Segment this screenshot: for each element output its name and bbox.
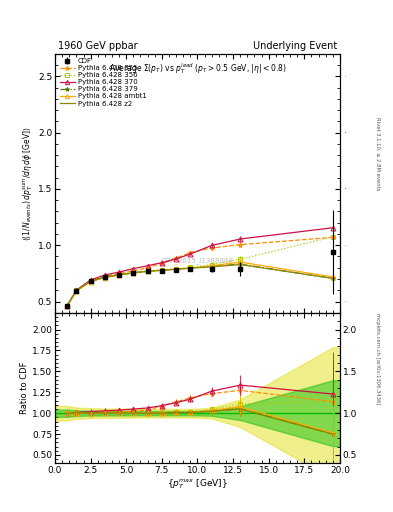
Pythia 6.428 370 bbox=[88, 277, 93, 283]
Pythia 6.428 ambt1 bbox=[64, 303, 69, 309]
Pythia 6.428 355 bbox=[131, 268, 136, 274]
Pythia 6.428 ambt1 bbox=[238, 259, 242, 265]
Pythia 6.428 379 bbox=[88, 278, 93, 284]
Pythia 6.428 ambt1 bbox=[160, 267, 164, 273]
Pythia 6.428 370 bbox=[145, 263, 150, 269]
Pythia 6.428 z2 bbox=[238, 262, 242, 268]
Pythia 6.428 356 bbox=[331, 233, 335, 240]
Pythia 6.428 370 bbox=[131, 266, 136, 272]
Pythia 6.428 379 bbox=[331, 275, 335, 282]
Pythia 6.428 ambt1 bbox=[117, 272, 121, 278]
Pythia 6.428 356 bbox=[74, 287, 79, 293]
Pythia 6.428 z2 bbox=[64, 303, 69, 309]
Pythia 6.428 356 bbox=[117, 271, 121, 278]
Pythia 6.428 370 bbox=[209, 242, 214, 248]
Pythia 6.428 355 bbox=[117, 270, 121, 276]
Pythia 6.428 356 bbox=[209, 262, 214, 268]
Pythia 6.428 379 bbox=[117, 272, 121, 278]
Pythia 6.428 379 bbox=[64, 303, 69, 309]
Pythia 6.428 370 bbox=[64, 303, 69, 309]
Pythia 6.428 356 bbox=[145, 268, 150, 274]
Pythia 6.428 370 bbox=[74, 287, 79, 293]
Pythia 6.428 ambt1 bbox=[88, 279, 93, 285]
Pythia 6.428 356 bbox=[174, 266, 178, 272]
Pythia 6.428 z2 bbox=[209, 264, 214, 270]
Pythia 6.428 379 bbox=[209, 263, 214, 269]
Pythia 6.428 379 bbox=[145, 268, 150, 274]
Pythia 6.428 356 bbox=[238, 256, 242, 262]
Pythia 6.428 ambt1 bbox=[131, 270, 136, 276]
Pythia 6.428 z2 bbox=[117, 272, 121, 278]
Pythia 6.428 379 bbox=[160, 267, 164, 273]
Pythia 6.428 370 bbox=[103, 272, 107, 278]
Line: Pythia 6.428 z2: Pythia 6.428 z2 bbox=[67, 265, 333, 306]
Pythia 6.428 z2 bbox=[145, 268, 150, 274]
Pythia 6.428 z2 bbox=[160, 267, 164, 273]
Pythia 6.428 z2 bbox=[88, 278, 93, 284]
Pythia 6.428 355 bbox=[209, 245, 214, 251]
Pythia 6.428 355 bbox=[188, 249, 193, 255]
Pythia 6.428 356 bbox=[131, 269, 136, 275]
Pythia 6.428 370 bbox=[238, 236, 242, 242]
Pythia 6.428 356 bbox=[160, 267, 164, 273]
Pythia 6.428 355 bbox=[160, 260, 164, 266]
Pythia 6.428 370 bbox=[174, 256, 178, 262]
Pythia 6.428 ambt1 bbox=[145, 268, 150, 274]
Pythia 6.428 379 bbox=[188, 265, 193, 271]
Pythia 6.428 379 bbox=[131, 270, 136, 276]
Pythia 6.428 z2 bbox=[331, 275, 335, 282]
Text: Underlying Event: Underlying Event bbox=[253, 41, 337, 51]
Pythia 6.428 ambt1 bbox=[188, 265, 193, 271]
Pythia 6.428 370 bbox=[117, 269, 121, 275]
Pythia 6.428 355 bbox=[103, 273, 107, 279]
Pythia 6.428 379 bbox=[174, 266, 178, 272]
X-axis label: $\{p_T^{max}$ [GeV]$\}$: $\{p_T^{max}$ [GeV]$\}$ bbox=[167, 478, 228, 492]
Text: 1960 GeV ppbar: 1960 GeV ppbar bbox=[58, 41, 138, 51]
Pythia 6.428 z2 bbox=[188, 265, 193, 271]
Pythia 6.428 355 bbox=[88, 278, 93, 284]
Pythia 6.428 355 bbox=[145, 265, 150, 271]
Line: Pythia 6.428 379: Pythia 6.428 379 bbox=[64, 262, 335, 308]
Line: Pythia 6.428 370: Pythia 6.428 370 bbox=[64, 225, 335, 308]
Line: Pythia 6.428 355: Pythia 6.428 355 bbox=[64, 235, 335, 308]
Pythia 6.428 370 bbox=[160, 260, 164, 266]
Text: Rivet 3.1.10, ≥ 2.8M events: Rivet 3.1.10, ≥ 2.8M events bbox=[375, 117, 380, 190]
Pythia 6.428 ambt1 bbox=[174, 266, 178, 272]
Pythia 6.428 356 bbox=[188, 264, 193, 270]
Legend: CDF, Pythia 6.428 355, Pythia 6.428 356, Pythia 6.428 370, Pythia 6.428 379, Pyt: CDF, Pythia 6.428 355, Pythia 6.428 356,… bbox=[57, 55, 149, 109]
Pythia 6.428 370 bbox=[331, 225, 335, 231]
Text: mcplots.cern.ch [arXiv:1306.3436]: mcplots.cern.ch [arXiv:1306.3436] bbox=[375, 313, 380, 404]
Pythia 6.428 356 bbox=[88, 278, 93, 284]
Pythia 6.428 370 bbox=[188, 251, 193, 257]
Pythia 6.428 355 bbox=[74, 287, 79, 293]
Pythia 6.428 379 bbox=[74, 288, 79, 294]
Pythia 6.428 379 bbox=[238, 261, 242, 267]
Y-axis label: Ratio to CDF: Ratio to CDF bbox=[20, 362, 29, 414]
Pythia 6.428 356 bbox=[103, 274, 107, 280]
Pythia 6.428 355 bbox=[174, 255, 178, 261]
Pythia 6.428 355 bbox=[238, 242, 242, 248]
Pythia 6.428 ambt1 bbox=[209, 263, 214, 269]
Y-axis label: $\langle(1/N_{events})\, dp_T^{sum}/d\eta\, d\phi$ [GeV]$\rangle$: $\langle(1/N_{events})\, dp_T^{sum}/d\et… bbox=[22, 126, 35, 241]
Text: CDF_2015_I1388868: CDF_2015_I1388868 bbox=[161, 258, 234, 264]
Pythia 6.428 z2 bbox=[174, 266, 178, 272]
Text: Average $\Sigma(p_T)$ vs $p_T^{lead}$ ($p_T > 0.5$ GeV, $|\eta| < 0.8$): Average $\Sigma(p_T)$ vs $p_T^{lead}$ ($… bbox=[109, 61, 286, 76]
Pythia 6.428 z2 bbox=[131, 270, 136, 276]
Pythia 6.428 ambt1 bbox=[74, 288, 79, 294]
Pythia 6.428 ambt1 bbox=[331, 274, 335, 280]
Pythia 6.428 ambt1 bbox=[103, 274, 107, 281]
Line: Pythia 6.428 ambt1: Pythia 6.428 ambt1 bbox=[64, 260, 335, 308]
Pythia 6.428 z2 bbox=[74, 288, 79, 294]
Line: Pythia 6.428 356: Pythia 6.428 356 bbox=[64, 234, 335, 308]
Pythia 6.428 379 bbox=[103, 274, 107, 280]
Pythia 6.428 355 bbox=[64, 303, 69, 309]
Pythia 6.428 355 bbox=[331, 234, 335, 241]
Pythia 6.428 z2 bbox=[103, 274, 107, 281]
Pythia 6.428 356 bbox=[64, 303, 69, 309]
